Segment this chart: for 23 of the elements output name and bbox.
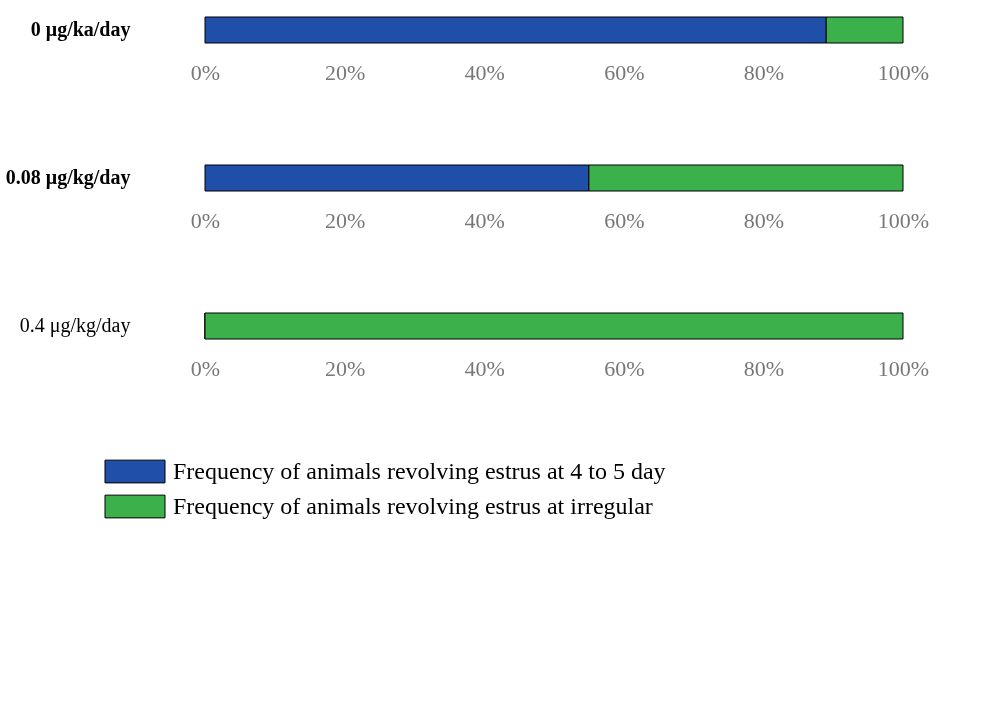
x-tick-label: 20%: [324, 355, 366, 381]
x-tick-label: 0%: [190, 59, 221, 85]
x-tick-label: 100%: [877, 207, 930, 233]
y-tick-label: 0.08 μg/kg/day: [5, 166, 131, 189]
x-tick-label: 60%: [604, 355, 645, 381]
x-tick-label: 100%: [877, 59, 930, 85]
x-tick-label: 40%: [464, 355, 505, 381]
x-tick-label: 80%: [743, 59, 785, 85]
x-tick-label: 0%: [190, 355, 221, 381]
x-tick-label: 80%: [743, 207, 785, 233]
y-tick-label: 0 μg/ka/day: [30, 18, 131, 41]
x-tick-label: 60%: [604, 207, 645, 233]
x-tick-label: 20%: [324, 59, 366, 85]
x-tick-label: 80%: [743, 355, 785, 381]
y-tick-label: 0.4 μg/kg/day: [19, 314, 131, 337]
x-tick-label: 40%: [464, 59, 505, 85]
legend-label: Frequency of animals revolving estrus at 4 to 5 day: [173, 457, 666, 484]
legend-label: Frequency of animals revolving estrus at irregular: [173, 492, 653, 519]
x-tick-label: 40%: [464, 207, 505, 233]
x-tick-label: 100%: [877, 355, 930, 381]
x-tick-label: 0%: [190, 207, 221, 233]
x-tick-label: 60%: [604, 59, 645, 85]
x-tick-label: 20%: [324, 207, 366, 233]
